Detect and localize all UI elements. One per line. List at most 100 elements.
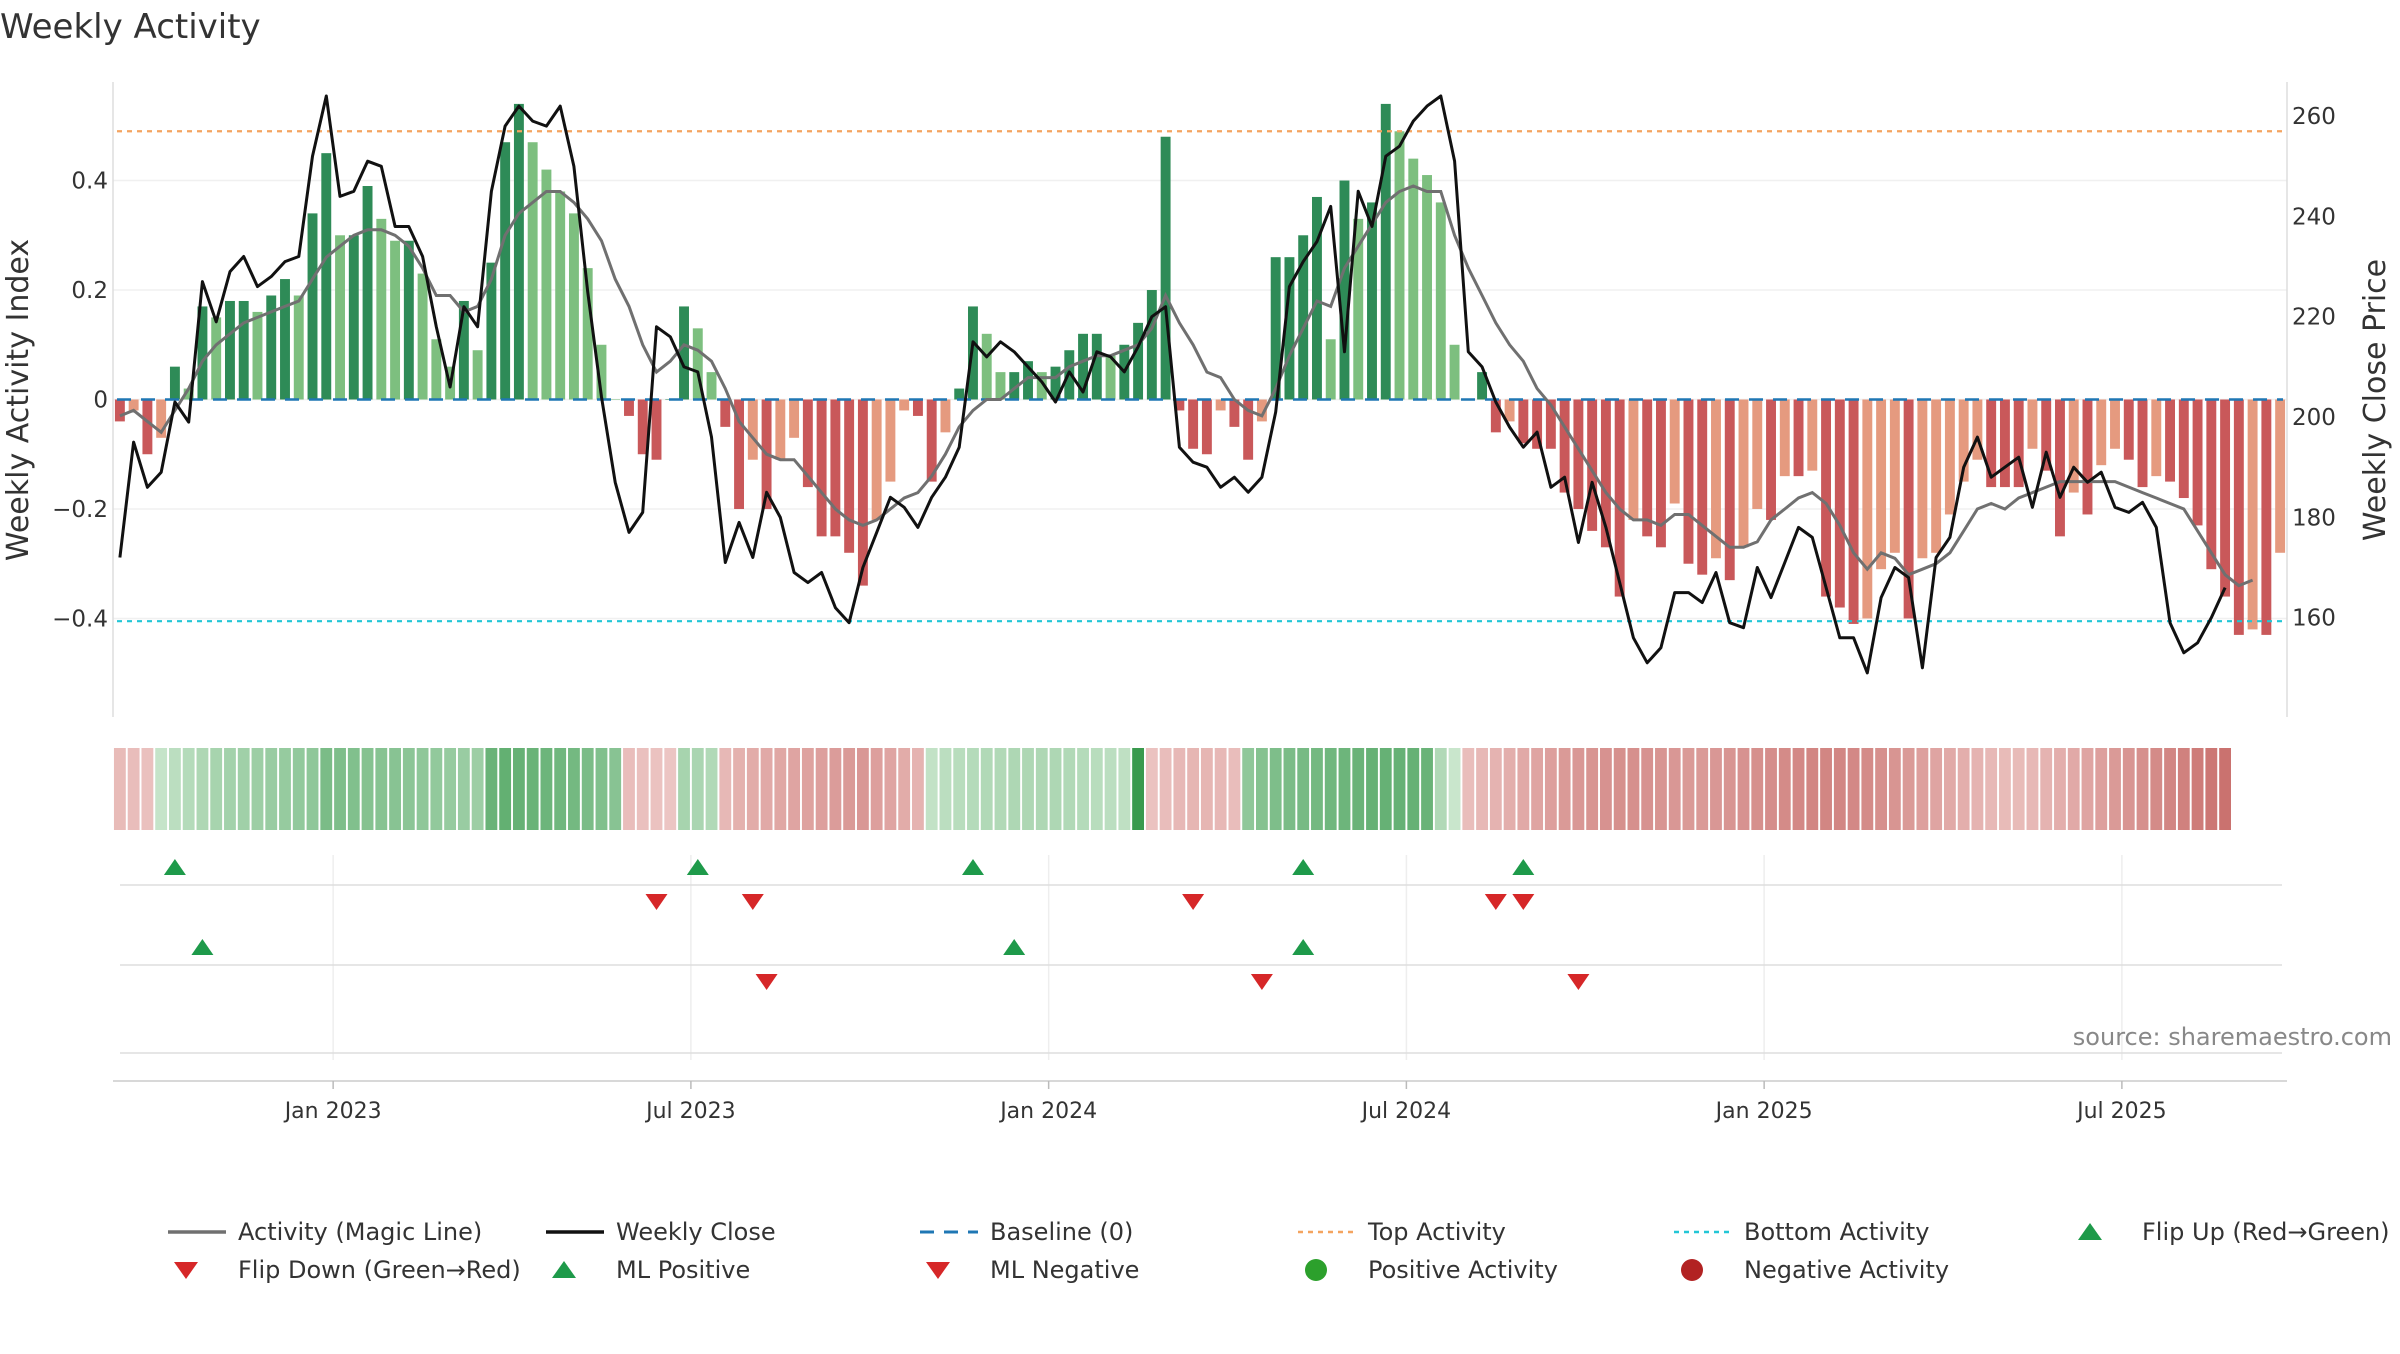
activity-bar-109 (1614, 399, 1625, 597)
y-tick-labels: 0.4 0.2 0 −0.2 −0.4 (52, 169, 108, 633)
legend-up-triangle-7 (552, 1261, 576, 1278)
strip-cell-72 (1104, 748, 1117, 830)
activity-bar-99 (1477, 372, 1488, 400)
activity-bar-60 (940, 399, 951, 433)
strip-cell-147 (2136, 748, 2149, 830)
x-tick-0: Jan 2023 (283, 1099, 382, 1124)
activity-bar-28 (500, 142, 511, 400)
legend-item-7: ML Positive (552, 1256, 750, 1284)
flip-up-marker-2 (962, 859, 984, 875)
activity-bar-80 (1215, 399, 1226, 411)
activity-bar-6 (197, 306, 208, 400)
activity-bar-9 (238, 300, 249, 400)
activity-bar-77 (1174, 399, 1185, 411)
strip-cell-48 (774, 748, 787, 830)
legend-label-5: Flip Up (Red→Green) (2142, 1218, 2390, 1246)
strip-cell-3 (155, 748, 168, 830)
activity-bar-107 (1587, 399, 1598, 531)
activity-bar-100 (1490, 399, 1501, 433)
activity-bar-7 (211, 317, 222, 400)
x-tick-1: Jul 2023 (644, 1099, 736, 1124)
strip-cell-152 (2205, 748, 2218, 830)
activity-bar-122 (1793, 399, 1804, 477)
activity-bar-26 (472, 350, 483, 400)
legend-swatch-8 (926, 1262, 950, 1279)
activity-bar-127 (1862, 399, 1873, 619)
activity-bar-35 (596, 344, 607, 400)
strip-cell-113 (1668, 748, 1681, 830)
strip-cell-87 (1311, 748, 1323, 830)
legend-label-1: Weekly Close (616, 1218, 776, 1246)
strip-cell-0 (113, 748, 126, 830)
activity-bar-63 (981, 333, 992, 400)
strip-cell-90 (1352, 748, 1365, 830)
activity-bar-89 (1339, 180, 1350, 400)
strip-cell-76 (1159, 748, 1172, 830)
strip-cell-18 (361, 748, 374, 830)
strip-cell-44 (719, 748, 732, 830)
activity-bar-123 (1807, 399, 1818, 471)
strip-cell-49 (788, 748, 801, 830)
strip-cell-121 (1778, 748, 1791, 830)
activity-bar-121 (1779, 399, 1790, 477)
strip-cell-57 (898, 748, 911, 830)
activity-bar-55 (871, 399, 882, 520)
activity-bar-104 (1545, 399, 1556, 449)
activity-bar-37 (624, 399, 634, 416)
strip-cell-146 (2122, 748, 2135, 830)
activity-bar-17 (348, 235, 359, 400)
strip-cell-31 (540, 748, 553, 830)
flip-down-marker-0 (645, 894, 668, 910)
activity-bar-70 (1078, 333, 1088, 400)
activity-bar-30 (527, 142, 538, 400)
activity-bar-8 (225, 300, 235, 400)
legend-circle-9 (1305, 1259, 1327, 1281)
strip-cell-15 (320, 748, 333, 830)
strip-cell-70 (1077, 748, 1089, 830)
activity-bar-139 (2027, 399, 2038, 449)
strip-cell-86 (1297, 748, 1310, 830)
legend-up-triangle-5 (2078, 1223, 2102, 1240)
reference-lines (117, 130, 2283, 623)
activity-bar-20 (390, 240, 401, 400)
activity-bar-85 (1284, 257, 1295, 400)
activity-bar-111 (1642, 399, 1653, 537)
activity-bar-14 (307, 213, 318, 400)
strip-cell-22 (416, 748, 429, 830)
strip-cell-20 (389, 748, 401, 830)
activity-bar-45 (734, 399, 745, 509)
axes (112, 82, 2288, 1082)
strip-cell-16 (334, 748, 346, 830)
legend-swatch-7 (552, 1261, 576, 1278)
activity-bar-88 (1325, 339, 1336, 400)
activity-bar-150 (2178, 399, 2189, 499)
strip-cell-21 (402, 748, 415, 830)
strip-cell-137 (1999, 748, 2011, 830)
strip-cell-43 (705, 748, 718, 830)
strip-cell-109 (1613, 748, 1626, 830)
strip-cell-23 (430, 748, 443, 830)
activity-bar-48 (775, 399, 786, 460)
strip-cell-28 (499, 748, 512, 830)
y2-tick-2: 200 (2292, 405, 2336, 431)
activity-bar-137 (1999, 399, 2010, 488)
activity-bar-120 (1766, 399, 1776, 520)
activity-bar-1 (128, 399, 139, 411)
strip-cell-124 (1820, 748, 1832, 830)
activity-bar-106 (1573, 399, 1584, 509)
legend-swatch-6 (174, 1262, 198, 1279)
legend-label-3: Top Activity (1367, 1218, 1506, 1246)
strip-cell-143 (2081, 748, 2094, 830)
activity-bar-136 (1986, 399, 1997, 488)
strip-cell-134 (1957, 748, 1970, 830)
activity-bar-114 (1683, 399, 1694, 564)
ml-negative-marker-1 (1250, 974, 1273, 990)
activity-bar-39 (651, 399, 662, 460)
strip-cell-96 (1434, 748, 1447, 830)
weekly-close-series (118, 94, 2227, 675)
activity-bar-79 (1201, 399, 1212, 455)
activity-bar-65 (1009, 372, 1020, 400)
activity-bar-131 (1917, 399, 1928, 559)
x-tick-5: Jul 2025 (2075, 1099, 2167, 1124)
